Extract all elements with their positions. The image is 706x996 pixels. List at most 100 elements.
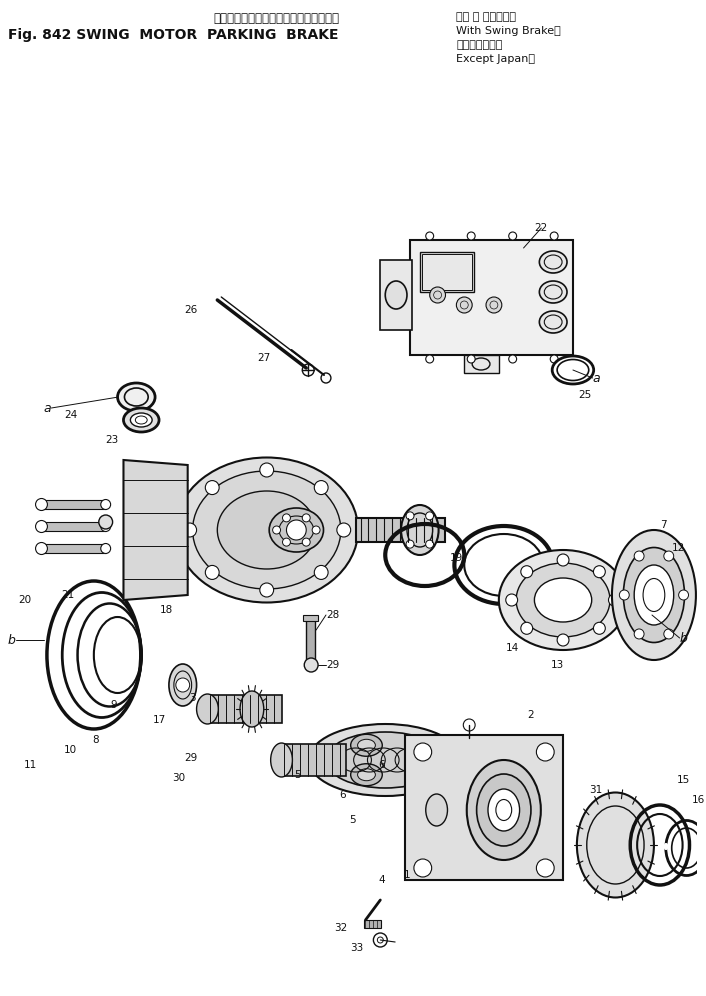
Text: 5: 5 <box>294 770 301 780</box>
Circle shape <box>467 355 475 363</box>
Circle shape <box>550 355 558 363</box>
Bar <box>42 522 106 531</box>
Text: 8: 8 <box>92 735 99 745</box>
Circle shape <box>550 232 558 240</box>
Ellipse shape <box>269 508 323 552</box>
Text: Except Japan）: Except Japan） <box>456 54 535 64</box>
Ellipse shape <box>612 530 696 660</box>
Bar <box>622 596 657 604</box>
Bar <box>42 544 106 553</box>
Text: a: a <box>44 401 52 414</box>
Text: （海　　外　向: （海 外 向 <box>456 40 503 50</box>
Ellipse shape <box>407 749 438 771</box>
Ellipse shape <box>131 413 152 427</box>
Text: 20: 20 <box>18 595 32 605</box>
Text: 33: 33 <box>350 943 364 953</box>
Text: （旋 回 ブレーキ付: （旋 回 ブレーキ付 <box>456 12 516 22</box>
Text: 26: 26 <box>184 305 198 315</box>
Text: 27: 27 <box>257 353 270 363</box>
Text: 30: 30 <box>172 773 186 783</box>
Circle shape <box>426 232 433 240</box>
Circle shape <box>619 590 629 600</box>
Circle shape <box>321 373 331 383</box>
Circle shape <box>505 594 517 606</box>
Ellipse shape <box>358 769 376 781</box>
Text: 15: 15 <box>676 775 690 785</box>
Bar <box>306 618 315 660</box>
Ellipse shape <box>385 281 407 309</box>
Ellipse shape <box>539 311 567 333</box>
Circle shape <box>430 287 445 303</box>
Ellipse shape <box>217 491 316 569</box>
Ellipse shape <box>634 565 674 625</box>
Circle shape <box>414 743 431 761</box>
Ellipse shape <box>488 789 520 831</box>
Circle shape <box>260 583 274 597</box>
Ellipse shape <box>175 457 358 603</box>
Bar <box>364 920 381 928</box>
Circle shape <box>373 933 387 947</box>
Circle shape <box>205 566 219 580</box>
Circle shape <box>456 297 472 313</box>
Ellipse shape <box>477 774 531 846</box>
Text: 14: 14 <box>505 643 519 653</box>
Text: a: a <box>593 372 600 384</box>
Circle shape <box>273 526 280 534</box>
Circle shape <box>463 719 475 731</box>
Circle shape <box>35 543 47 555</box>
Text: 21: 21 <box>61 590 74 600</box>
Bar <box>465 355 499 373</box>
Ellipse shape <box>351 764 382 786</box>
Circle shape <box>537 859 554 877</box>
Bar <box>420 252 474 292</box>
Circle shape <box>557 634 569 646</box>
Bar <box>282 744 346 776</box>
Ellipse shape <box>270 743 292 777</box>
Ellipse shape <box>358 739 376 751</box>
Bar <box>42 500 106 509</box>
Text: 1: 1 <box>403 870 410 880</box>
Text: 10: 10 <box>64 745 77 755</box>
Circle shape <box>302 538 310 546</box>
Circle shape <box>609 594 621 606</box>
Polygon shape <box>124 460 188 600</box>
Ellipse shape <box>240 691 264 727</box>
Circle shape <box>537 743 554 761</box>
Text: 12: 12 <box>671 543 685 553</box>
Text: 31: 31 <box>589 785 602 795</box>
Circle shape <box>664 551 674 561</box>
Text: b: b <box>680 631 688 644</box>
Ellipse shape <box>623 548 685 642</box>
Text: 6: 6 <box>378 760 385 770</box>
Text: With Swing Brake）: With Swing Brake） <box>456 26 561 36</box>
Ellipse shape <box>169 664 196 706</box>
Text: 28: 28 <box>326 610 339 620</box>
Circle shape <box>678 590 688 600</box>
Circle shape <box>101 500 111 510</box>
Text: 6: 6 <box>339 790 346 800</box>
Text: 32: 32 <box>335 923 348 933</box>
Circle shape <box>101 544 111 554</box>
Ellipse shape <box>196 694 218 724</box>
Text: 16: 16 <box>691 795 705 805</box>
Circle shape <box>260 463 274 477</box>
Circle shape <box>287 520 306 540</box>
Ellipse shape <box>577 793 654 897</box>
Circle shape <box>101 522 111 532</box>
Circle shape <box>652 595 662 605</box>
Circle shape <box>302 514 310 522</box>
Bar <box>208 695 282 723</box>
Text: 11: 11 <box>24 760 37 770</box>
Circle shape <box>99 515 113 529</box>
Text: 4: 4 <box>378 875 385 885</box>
Circle shape <box>205 481 219 495</box>
Circle shape <box>634 628 644 639</box>
Circle shape <box>406 512 414 520</box>
Circle shape <box>183 523 196 537</box>
Circle shape <box>35 521 47 533</box>
Circle shape <box>35 499 47 511</box>
Ellipse shape <box>467 760 541 860</box>
Ellipse shape <box>516 563 610 637</box>
Circle shape <box>176 678 190 692</box>
Circle shape <box>337 523 351 537</box>
